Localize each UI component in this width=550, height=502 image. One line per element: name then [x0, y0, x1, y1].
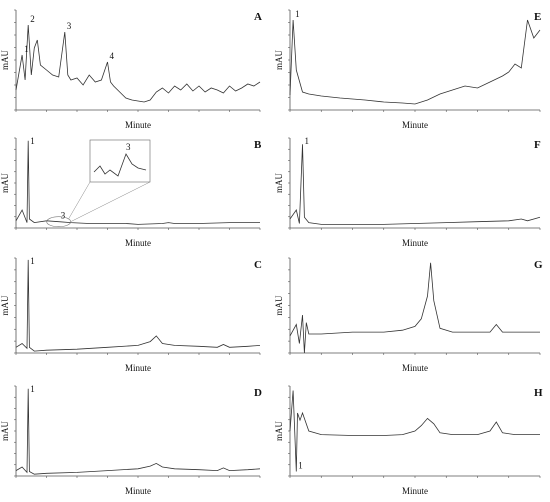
x-axis-label: Minute — [125, 486, 151, 496]
chromatogram-trace — [15, 140, 260, 225]
y-axis-label: mAU — [0, 421, 10, 442]
inset-peak-label: 3 — [126, 142, 131, 152]
panel-letter: C — [254, 259, 262, 271]
zoom-inset: 3 — [46, 139, 151, 227]
peak-label: 3 — [61, 211, 66, 221]
peak-label: 3 — [67, 21, 72, 31]
panel-letter: D — [254, 387, 262, 399]
x-axis-label: Minute — [402, 238, 428, 248]
y-axis-label: mAU — [274, 173, 284, 194]
chromatogram-panel-g: mAU Minute G — [274, 257, 543, 373]
axes — [288, 385, 541, 478]
peak-label: 2 — [30, 14, 35, 24]
panel-letter: B — [254, 139, 262, 151]
chromatogram-panel-a: 1 2 3 4 mAU Minute A — [0, 9, 262, 130]
y-axis-label: mAU — [274, 421, 284, 442]
panel-letter: G — [534, 259, 543, 271]
peak-label: 1 — [295, 9, 300, 19]
x-axis-label: Minute — [125, 363, 151, 373]
x-axis-label: Minute — [125, 120, 151, 130]
peak-label: 4 — [110, 51, 115, 61]
peak-label: 1 — [30, 256, 35, 266]
chromatogram-panel-c: 1 mAU Minute C — [0, 256, 262, 373]
panel-letter: H — [534, 387, 543, 399]
chromatogram-trace — [289, 262, 540, 354]
y-axis-label: mAU — [0, 173, 10, 194]
y-axis-label: mAU — [274, 295, 284, 316]
chromatogram-panel-e: 1 mAU Minute E — [274, 9, 541, 130]
axes — [14, 257, 261, 355]
inset-frame — [89, 139, 151, 183]
chromatogram-panel-h: 1 mAU Minute H — [274, 385, 543, 496]
panel-letter: F — [534, 139, 541, 151]
y-axis-label: mAU — [0, 50, 10, 71]
peak-label: 1 — [24, 44, 29, 54]
chromatogram-trace — [15, 24, 261, 103]
axes — [288, 137, 541, 230]
y-axis-label: mAU — [274, 50, 284, 71]
axes — [14, 9, 261, 112]
panel-letter: A — [254, 11, 262, 23]
peak-label: 1 — [298, 461, 303, 471]
chromatogram-panel-b: 1 3 mAU Minute B 3 — [0, 136, 262, 248]
inset-trace — [93, 153, 147, 177]
zoom-connector — [68, 181, 91, 219]
chromatogram-panel-f: 1 mAU Minute F — [274, 136, 541, 248]
axes — [288, 257, 541, 355]
y-axis-label: mAU — [0, 295, 10, 316]
peak-label: 1 — [30, 384, 35, 394]
chromatogram-trace — [289, 19, 541, 105]
peak-label: 1 — [305, 136, 310, 146]
chromatogram-trace — [289, 390, 540, 472]
zoom-connector — [70, 181, 151, 222]
peak-label: 1 — [30, 136, 35, 146]
axes — [14, 137, 261, 230]
x-axis-label: Minute — [125, 238, 151, 248]
x-axis-label: Minute — [402, 363, 428, 373]
x-axis-label: Minute — [402, 120, 428, 130]
axes — [14, 385, 261, 478]
chromatogram-panel-d: 1 mAU Minute D — [0, 384, 262, 496]
chromatogram-trace — [15, 388, 261, 475]
x-axis-label: Minute — [402, 486, 428, 496]
panel-letter: E — [534, 11, 541, 23]
chromatogram-trace — [289, 144, 541, 225]
chromatogram-trace — [15, 259, 261, 352]
